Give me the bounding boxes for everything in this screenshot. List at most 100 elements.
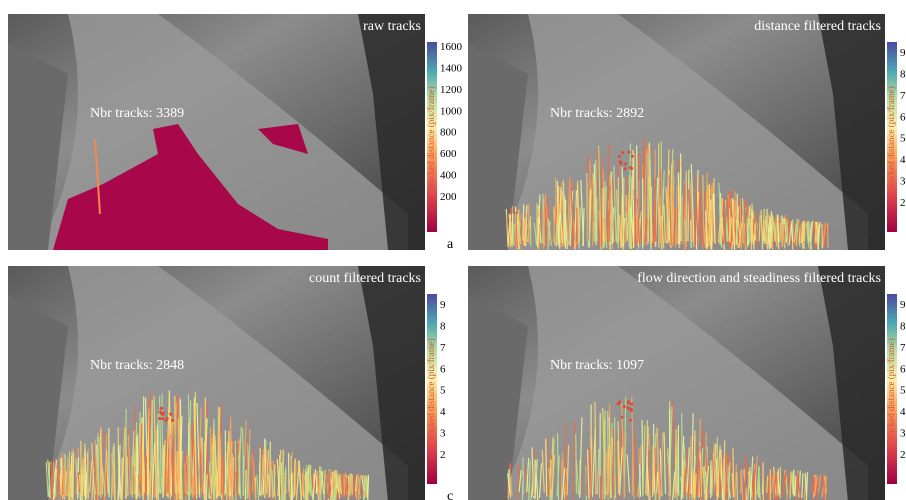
track [577, 208, 578, 247]
track-count: Nbr tracks: 3389 [90, 106, 184, 121]
track [620, 416, 623, 419]
track [619, 161, 622, 164]
colorbar-tick-label: 7 [440, 342, 446, 354]
track [709, 183, 710, 246]
track [724, 440, 725, 498]
colorbar-label: tracked distance (pix/frame) [426, 86, 436, 187]
track [512, 213, 513, 244]
track [283, 449, 284, 500]
colorbar-tick-label: 200 [440, 191, 457, 203]
colorbar-tick-label: 3 [900, 176, 906, 188]
track [629, 419, 632, 422]
colorbar-tick-label: 8 [440, 320, 446, 332]
track [743, 201, 744, 246]
track [781, 223, 782, 240]
track [737, 472, 738, 500]
track [262, 455, 263, 497]
track [288, 453, 289, 493]
track [695, 210, 696, 246]
colorbar-tick-label: 800 [440, 127, 457, 139]
panel-title: count filtered tracks [309, 271, 421, 286]
colorbar-label: tracked distance (pix/frame) [886, 338, 896, 439]
track [733, 448, 734, 497]
panel-letter: a [447, 237, 454, 252]
track [165, 419, 168, 422]
track [576, 434, 577, 494]
colorbar-tick-label: 8 [900, 68, 906, 80]
colorbar-tick-label: 600 [440, 148, 457, 160]
colorbar-tick-label: 2 [440, 449, 446, 461]
track [602, 218, 603, 249]
panel-title: distance filtered tracks [754, 19, 881, 34]
colorbar-tick-label: 8 [900, 320, 906, 332]
track [235, 440, 236, 500]
colorbar-tick-label: 6 [900, 111, 906, 123]
track [621, 195, 622, 248]
track [523, 204, 524, 240]
track [624, 167, 627, 170]
track [587, 450, 588, 496]
track [780, 223, 781, 243]
track [221, 404, 222, 494]
track [260, 448, 261, 495]
track [621, 151, 624, 154]
colorbar-tick-label: 3 [440, 428, 446, 440]
track [661, 222, 662, 244]
track [624, 162, 627, 165]
track [188, 455, 189, 493]
colorbar-tick-label: 1400 [440, 62, 463, 74]
colorbar-tick-label: 2 [900, 197, 906, 209]
colorbar-tick-label: 2 [900, 449, 906, 461]
track [648, 154, 649, 241]
panel-letter: c [447, 489, 453, 500]
track [628, 151, 631, 154]
track [630, 409, 633, 412]
colorbar-tick-label: 1000 [440, 105, 463, 117]
track [310, 465, 311, 497]
colorbar-tick-label: 400 [440, 170, 457, 182]
colorbar-tick-label: 9 [440, 299, 446, 311]
track [617, 402, 620, 405]
track [630, 403, 633, 406]
track [627, 407, 630, 410]
track [295, 462, 296, 495]
panel-title: raw tracks [363, 19, 421, 34]
panel: raw tracks Nbr tracks: 3389 a tracked dista… [8, 14, 463, 252]
track [161, 417, 164, 420]
track [169, 413, 172, 416]
track [587, 173, 588, 241]
track [682, 196, 683, 244]
track [623, 405, 626, 408]
colorbar-tick-label: 5 [900, 133, 906, 145]
track [610, 186, 611, 242]
colorbar-tick-label: 1200 [440, 84, 463, 96]
panel: flow direction and steadiness filtered t… [468, 266, 906, 500]
track [694, 430, 695, 499]
track [818, 225, 819, 250]
track [270, 441, 271, 497]
panel-title: flow direction and steadiness filtered t… [637, 271, 881, 286]
colorbar-tick-label: 1600 [440, 41, 463, 53]
colorbar-tick-label: 7 [900, 90, 906, 102]
track [678, 213, 679, 244]
track [795, 476, 796, 497]
track [676, 186, 677, 244]
track [73, 453, 74, 500]
colorbar-tick-label: 3 [900, 428, 906, 440]
track [245, 470, 246, 500]
track [162, 412, 165, 415]
colorbar-tick-label: 9 [900, 47, 906, 59]
track [627, 400, 630, 403]
colorbar-tick-label: 6 [440, 363, 446, 375]
colorbar-tick-label: 9 [900, 299, 906, 311]
track [710, 461, 711, 494]
colorbar-tick-label: 5 [440, 385, 446, 397]
track-count: Nbr tracks: 1097 [550, 358, 644, 373]
track [629, 166, 632, 169]
track [631, 155, 634, 158]
colorbar-label: tracked distance (pix/frame) [426, 338, 436, 439]
track [159, 411, 162, 414]
track-count: Nbr tracks: 2848 [90, 358, 184, 373]
track [185, 463, 186, 493]
figure: raw tracks Nbr tracks: 3389 a tracked dista… [0, 0, 906, 500]
